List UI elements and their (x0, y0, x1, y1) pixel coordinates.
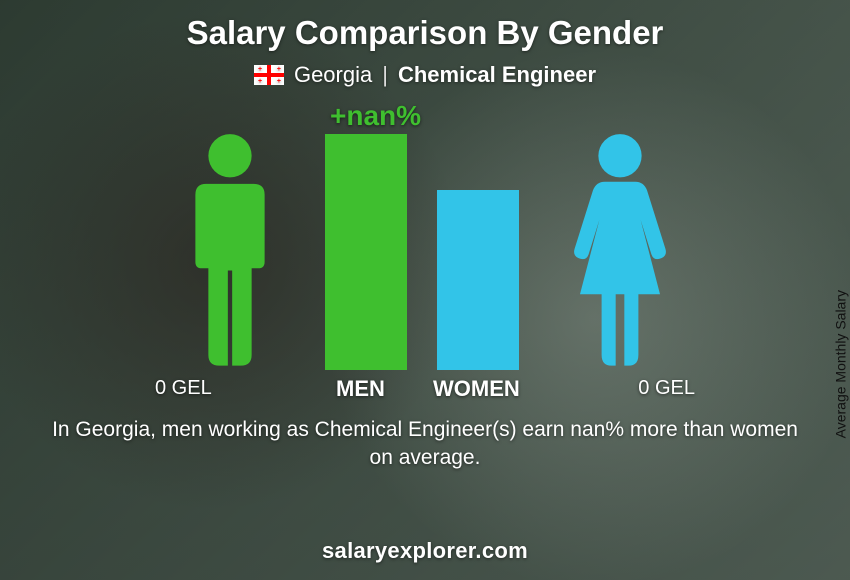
separator: | (382, 62, 388, 88)
georgia-flag-icon: ++++ (254, 65, 284, 85)
male-person-icon (175, 132, 285, 370)
infographic-container: Salary Comparison By Gender ++++ Georgia… (0, 0, 850, 580)
women-bar (437, 190, 519, 370)
male-svg (175, 132, 285, 370)
men-axis-label: MEN (336, 376, 385, 402)
country-label: Georgia (294, 62, 372, 88)
y-axis-label: Average Monthly Salary (832, 290, 848, 438)
subtitle-row: ++++ Georgia | Chemical Engineer (254, 62, 596, 88)
female-person-icon (565, 132, 675, 370)
footer-brand: salaryexplorer.com (0, 538, 850, 564)
female-svg (565, 132, 675, 370)
men-value-label: 0 GEL (155, 377, 212, 400)
job-title: Chemical Engineer (398, 62, 596, 88)
delta-percent-label: +nan% (330, 100, 421, 132)
men-bar (325, 134, 407, 370)
summary-text: In Georgia, men working as Chemical Engi… (45, 416, 805, 473)
women-value-label: 0 GEL (638, 377, 695, 400)
page-title: Salary Comparison By Gender (187, 14, 664, 52)
chart-area: +nan% 0 GEL MEN WOMEN 0 GEL (115, 106, 735, 406)
women-axis-label: WOMEN (433, 376, 520, 402)
